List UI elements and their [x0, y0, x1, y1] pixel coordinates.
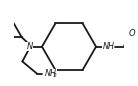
Text: NH: NH: [102, 42, 114, 51]
Text: O: O: [128, 29, 135, 38]
Text: NH: NH: [44, 69, 56, 78]
Text: 2: 2: [52, 73, 56, 78]
Text: N: N: [26, 42, 33, 51]
